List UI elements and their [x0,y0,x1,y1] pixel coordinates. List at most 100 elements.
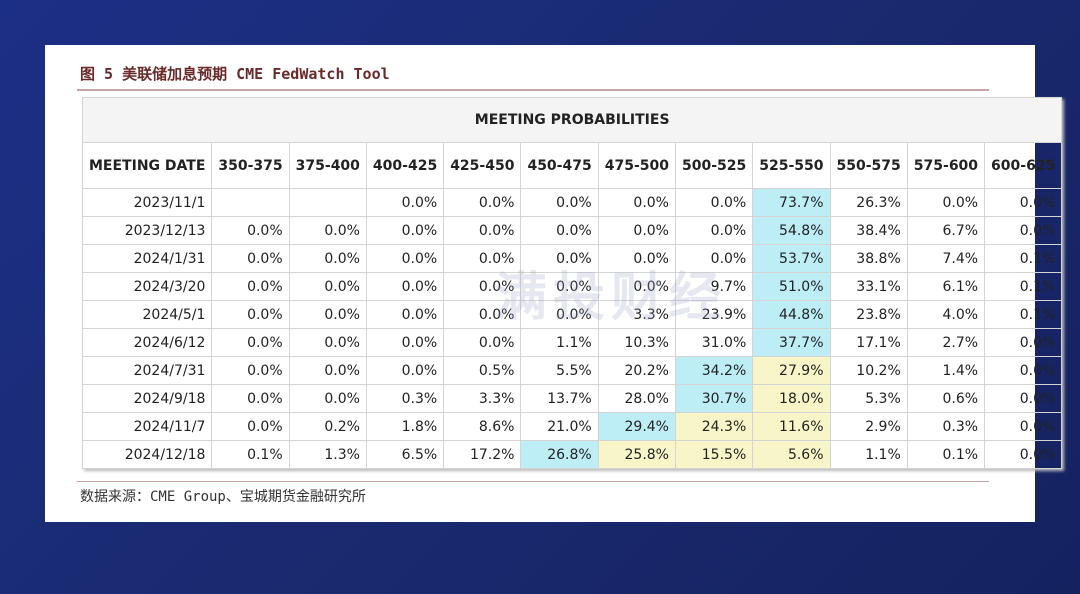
probability-cell: 7.4% [906,244,986,273]
probability-cell: 0.0% [520,188,599,217]
probability-cell: 0.0% [984,412,1063,441]
date-cell: 2024/6/12 [81,328,213,357]
probability-cell: 0.0% [597,188,676,217]
probability-cell: 0.5% [443,356,522,385]
probability-cell: 10.3% [597,328,676,357]
probability-cell: 0.0% [443,272,522,301]
probability-cell: 0.0% [288,244,367,273]
probability-cell: 8.6% [443,412,522,441]
probability-cell: 30.7% [674,384,754,413]
probability-cell: 38.8% [829,244,908,273]
probability-cell: 0.0% [674,244,754,273]
probability-cell: 11.6% [752,412,831,441]
probability-cell: 34.2% [674,356,754,385]
column-header: 400-425 [365,142,445,189]
probability-cell: 6.1% [906,272,986,301]
table-row: 2024/5/1 0.0% 0.0% 0.0% 0.0% 0.0% 3.3% 23.9% 44.… [81,300,1063,329]
probability-cell: 0.0% [365,272,445,301]
probability-cell: 2.9% [829,412,908,441]
probability-cell: 0.0% [984,188,1063,217]
column-header: 450-475 [520,142,599,189]
table-row: 2024/12/18 0.1% 1.3% 6.5% 17.2% 26.8% 25.8% 15.… [81,440,1063,469]
table-row: 2023/11/1 0.0% 0.0% 0.0% 0.0% 0.0% 73.7% 26.3% 0… [81,188,1063,217]
probability-cell: 0.0% [288,356,367,385]
table-caption: MEETING PROBABILITIES [81,97,1063,143]
probability-cell: 28.0% [597,384,676,413]
probability-cell: 23.8% [829,300,908,329]
date-cell: 2024/11/7 [81,412,213,441]
probability-cell: 5.5% [520,356,599,385]
probability-cell: 1.8% [365,412,445,441]
probability-cell: 24.3% [674,412,754,441]
probability-cell: 0.0% [597,244,676,273]
probability-cell: 0.0% [211,272,290,301]
probability-cell: 0.0% [906,188,986,217]
table-row: 2024/3/20 0.0% 0.0% 0.0% 0.0% 0.0% 0.0% 9.7% 51.… [81,272,1063,301]
probability-cell: 0.0% [288,216,367,245]
probability-cell: 0.1% [906,440,986,469]
divider [77,89,989,91]
date-cell: 2024/12/18 [81,440,213,469]
probability-cell: 1.1% [520,328,599,357]
probability-cell: 0.0% [211,328,290,357]
probability-cell: 0.0% [443,244,522,273]
probability-cell: 9.7% [674,272,754,301]
probability-cell: 0.0% [288,384,367,413]
probability-cell: 6.5% [365,440,445,469]
table-row: 2023/12/13 0.0% 0.0% 0.0% 0.0% 0.0% 0.0% 0.0% 54… [81,216,1063,245]
probability-cell: 0.0% [365,188,445,217]
probability-cell: 0.1% [984,244,1063,273]
probability-cell: 38.4% [829,216,908,245]
probability-cell: 18.0% [752,384,831,413]
probability-cell: 4.0% [906,300,986,329]
table-row: 2024/1/31 0.0% 0.0% 0.0% 0.0% 0.0% 0.0% 0.0% 53.… [81,244,1063,273]
column-header: 600-625 [984,142,1063,189]
probability-cell: 26.3% [829,188,908,217]
probability-cell: 0.2% [288,412,367,441]
source-note: 数据来源：CME Group、宝城期货金融研究所 [80,489,366,505]
probability-cell: 20.2% [597,356,676,385]
column-header: 375-400 [288,142,367,189]
probability-cell: 51.0% [752,272,831,301]
probability-cell: 0.0% [520,272,599,301]
probability-cell: 0.0% [211,356,290,385]
date-cell: 2024/9/18 [81,384,213,413]
probability-cell: 0.0% [520,244,599,273]
probability-cell: 0.0% [520,300,599,329]
probability-cell: 0.0% [211,384,290,413]
probability-cell: 0.0% [288,300,367,329]
probability-cell: 73.7% [752,188,831,217]
probability-cell: 0.0% [288,272,367,301]
probability-cell: 0.0% [443,188,522,217]
probability-cell: 10.2% [829,356,908,385]
probability-cell: 0.0% [211,216,290,245]
probability-cell [211,188,290,217]
probability-cell: 17.2% [443,440,522,469]
probability-cell: 13.7% [520,384,599,413]
probability-cell: 0.3% [906,412,986,441]
probability-cell: 0.0% [984,384,1063,413]
probability-cell: 0.0% [597,216,676,245]
table-row: 2024/9/18 0.0% 0.0% 0.3% 3.3% 13.7% 28.0% 30.7%… [81,384,1063,413]
probability-cell: 23.9% [674,300,754,329]
date-cell: 2024/5/1 [81,300,213,329]
date-cell: 2023/12/13 [81,216,213,245]
probability-cell: 0.0% [211,300,290,329]
date-cell: 2024/1/31 [81,244,213,273]
probability-cell: 29.4% [597,412,676,441]
probability-cell: 0.0% [984,328,1063,357]
header-row: MEETING DATE 350-375 375-400 400-425 425-450… [81,142,1063,189]
probability-cell: 0.1% [211,440,290,469]
probability-cell: 0.0% [597,272,676,301]
probability-cell: 0.0% [365,216,445,245]
table-row: 2024/7/31 0.0% 0.0% 0.0% 0.5% 5.5% 20.2% 34.2% 2… [81,356,1063,385]
probability-cell: 0.0% [984,356,1063,385]
probability-cell: 0.0% [211,412,290,441]
table-row: 2024/11/7 0.0% 0.2% 1.8% 8.6% 21.0% 29.4% 24.3%… [81,412,1063,441]
probability-cell: 54.8% [752,216,831,245]
probability-cell: 0.0% [365,328,445,357]
probability-table: MEETING PROBABILITIES MEETING DATE 350-37… [81,97,1063,469]
probability-cell: 33.1% [829,272,908,301]
probability-cell: 0.1% [984,300,1063,329]
column-header: 500-525 [674,142,754,189]
